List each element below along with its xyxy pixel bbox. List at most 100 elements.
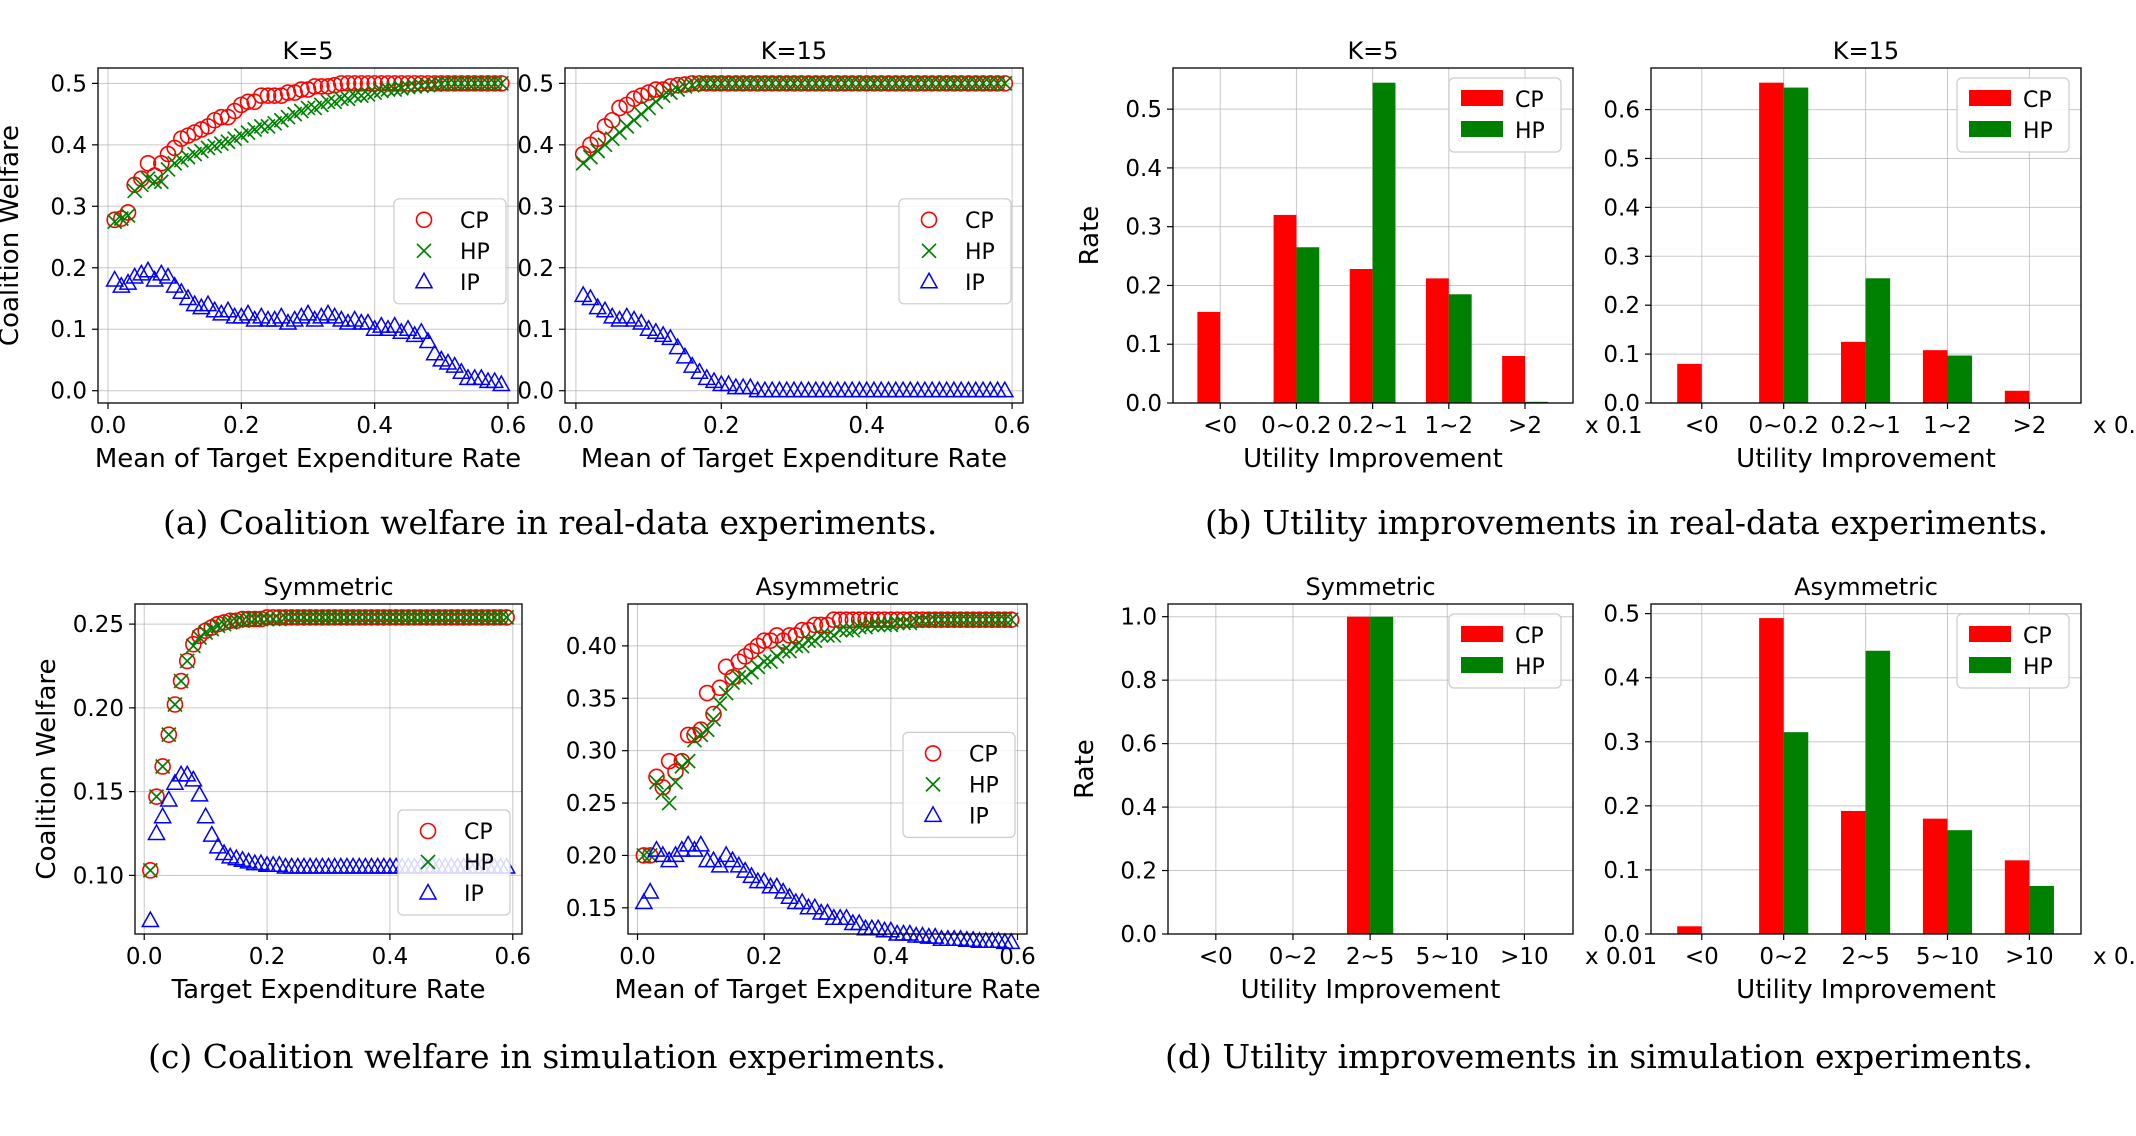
data-point-cp	[344, 609, 362, 626]
data-point-cp	[313, 78, 330, 95]
legend-label-ip: IP	[464, 882, 484, 907]
data-point-ip	[153, 806, 172, 824]
data-point-ip	[792, 892, 812, 910]
category-label: >2	[1508, 413, 1542, 439]
data-point-hp	[120, 207, 136, 224]
data-point-hp	[357, 609, 373, 626]
data-point-cp	[326, 609, 343, 626]
legend-label-cp: CP	[1515, 88, 1544, 113]
y-tick-label: 0.10	[73, 863, 124, 889]
data-point-ip	[171, 282, 191, 300]
data-point-cp	[215, 614, 233, 631]
data-point-ip	[963, 930, 983, 947]
data-point-hp	[939, 75, 955, 91]
x-tick-label: 0.4	[356, 413, 393, 439]
category-label: 0.2~1	[1830, 413, 1900, 439]
data-point-ip	[198, 294, 218, 312]
data-point-hp	[844, 75, 860, 91]
data-point-ip	[190, 784, 209, 802]
data-point-cp	[259, 87, 277, 104]
data-point-ip	[742, 866, 761, 884]
data-point-hp	[965, 612, 981, 628]
data-point-hp	[984, 612, 1000, 628]
y-tick-label: 0.25	[73, 612, 124, 638]
data-point-ip	[653, 845, 673, 863]
data-point-cp	[314, 609, 331, 626]
data-point-hp	[456, 609, 472, 626]
data-point-ip	[672, 840, 692, 857]
data-point-hp	[975, 75, 991, 91]
legend-label-hp: HP	[1515, 119, 1545, 144]
legend-label-ip: IP	[965, 271, 985, 296]
data-point-ip	[391, 322, 411, 340]
data-point-hp	[699, 75, 715, 91]
bar-hp	[1296, 247, 1320, 403]
data-point-hp	[830, 75, 846, 91]
data-point-ip	[196, 806, 215, 824]
data-point-hp	[880, 75, 897, 91]
data-point-ip	[271, 306, 291, 324]
y-tick-label: 0.6	[1120, 732, 1157, 758]
data-point-ip	[723, 850, 742, 868]
y-tick-label: 0.1	[1603, 858, 1640, 884]
data-point-hp	[179, 653, 195, 669]
category-label: <0	[1203, 413, 1237, 439]
data-point-hp	[859, 75, 875, 91]
data-point-cp	[473, 609, 491, 626]
series-hp	[107, 75, 509, 230]
data-point-hp	[216, 616, 232, 632]
data-point-hp	[443, 609, 459, 626]
data-point-hp	[427, 76, 443, 93]
bar-cp	[1677, 926, 1702, 934]
legend-label-hp: HP	[2023, 655, 2053, 680]
y-tick-label: 0.1	[50, 317, 87, 343]
plot-frame	[564, 67, 1024, 404]
category-label: 2~5	[1346, 944, 1395, 970]
x-tick-label: 0.6	[494, 944, 531, 970]
category-label: 0~2	[1269, 944, 1318, 970]
y-tick-label: 0.3	[1603, 730, 1640, 756]
legend-marker-hp	[921, 243, 937, 259]
category-label: 0~0.2	[1748, 413, 1818, 439]
data-point-hp	[333, 609, 349, 626]
data-point-hp	[960, 75, 977, 91]
data-point-cp	[239, 93, 257, 111]
chart-a-k5: K=5 0.0 0.1 0.2 0.3 0.4 0.5 0.0 0.2 0.4 0.6 CP HP IP M…	[0, 37, 526, 474]
bar-cp	[1759, 618, 1784, 934]
data-point-cp	[393, 609, 411, 626]
series-hp	[636, 612, 1019, 864]
series-ip	[105, 260, 511, 392]
legend-marker-hp	[925, 776, 941, 793]
y-tick-label: 0.30	[566, 739, 617, 765]
chart-a-k15: K=15 0.0 0.1 0.2 0.3 0.4 0.5 0.0 0.2 0.4 0.6 CP HP IP…	[517, 37, 1030, 474]
data-point-ip	[653, 325, 673, 343]
legend-label-cp: CP	[464, 820, 493, 845]
data-point-hp	[837, 75, 853, 91]
data-point-hp	[462, 609, 478, 626]
legend-swatch-hp	[1461, 121, 1503, 137]
y-tick-label: 0.4	[517, 133, 554, 159]
data-point-hp	[155, 758, 171, 775]
y-tick-label: 0.2	[50, 256, 87, 282]
data-point-ip	[491, 374, 511, 392]
legend-marker-cp	[419, 822, 437, 840]
data-point-cp	[418, 609, 436, 626]
data-point-hp	[234, 613, 251, 629]
data-point-hp	[474, 609, 490, 626]
data-point-cp	[486, 609, 503, 626]
bar-hp	[2029, 885, 2054, 934]
data-point-hp	[750, 75, 766, 91]
y-tick-label: 0.8	[1120, 668, 1157, 694]
bar-cp	[1273, 214, 1297, 403]
data-point-hp	[779, 75, 795, 91]
data-point-hp	[1003, 612, 1019, 628]
data-point-cp	[381, 609, 399, 626]
data-point-ip	[704, 850, 723, 868]
bar-cp	[1841, 810, 1866, 934]
data-point-cp	[142, 862, 159, 879]
data-point-cp	[386, 75, 403, 92]
data-point-hp	[889, 615, 905, 631]
y-tick-label: 0.0	[1125, 391, 1162, 417]
data-point-ip	[365, 319, 385, 336]
data-point-hp	[437, 609, 453, 626]
